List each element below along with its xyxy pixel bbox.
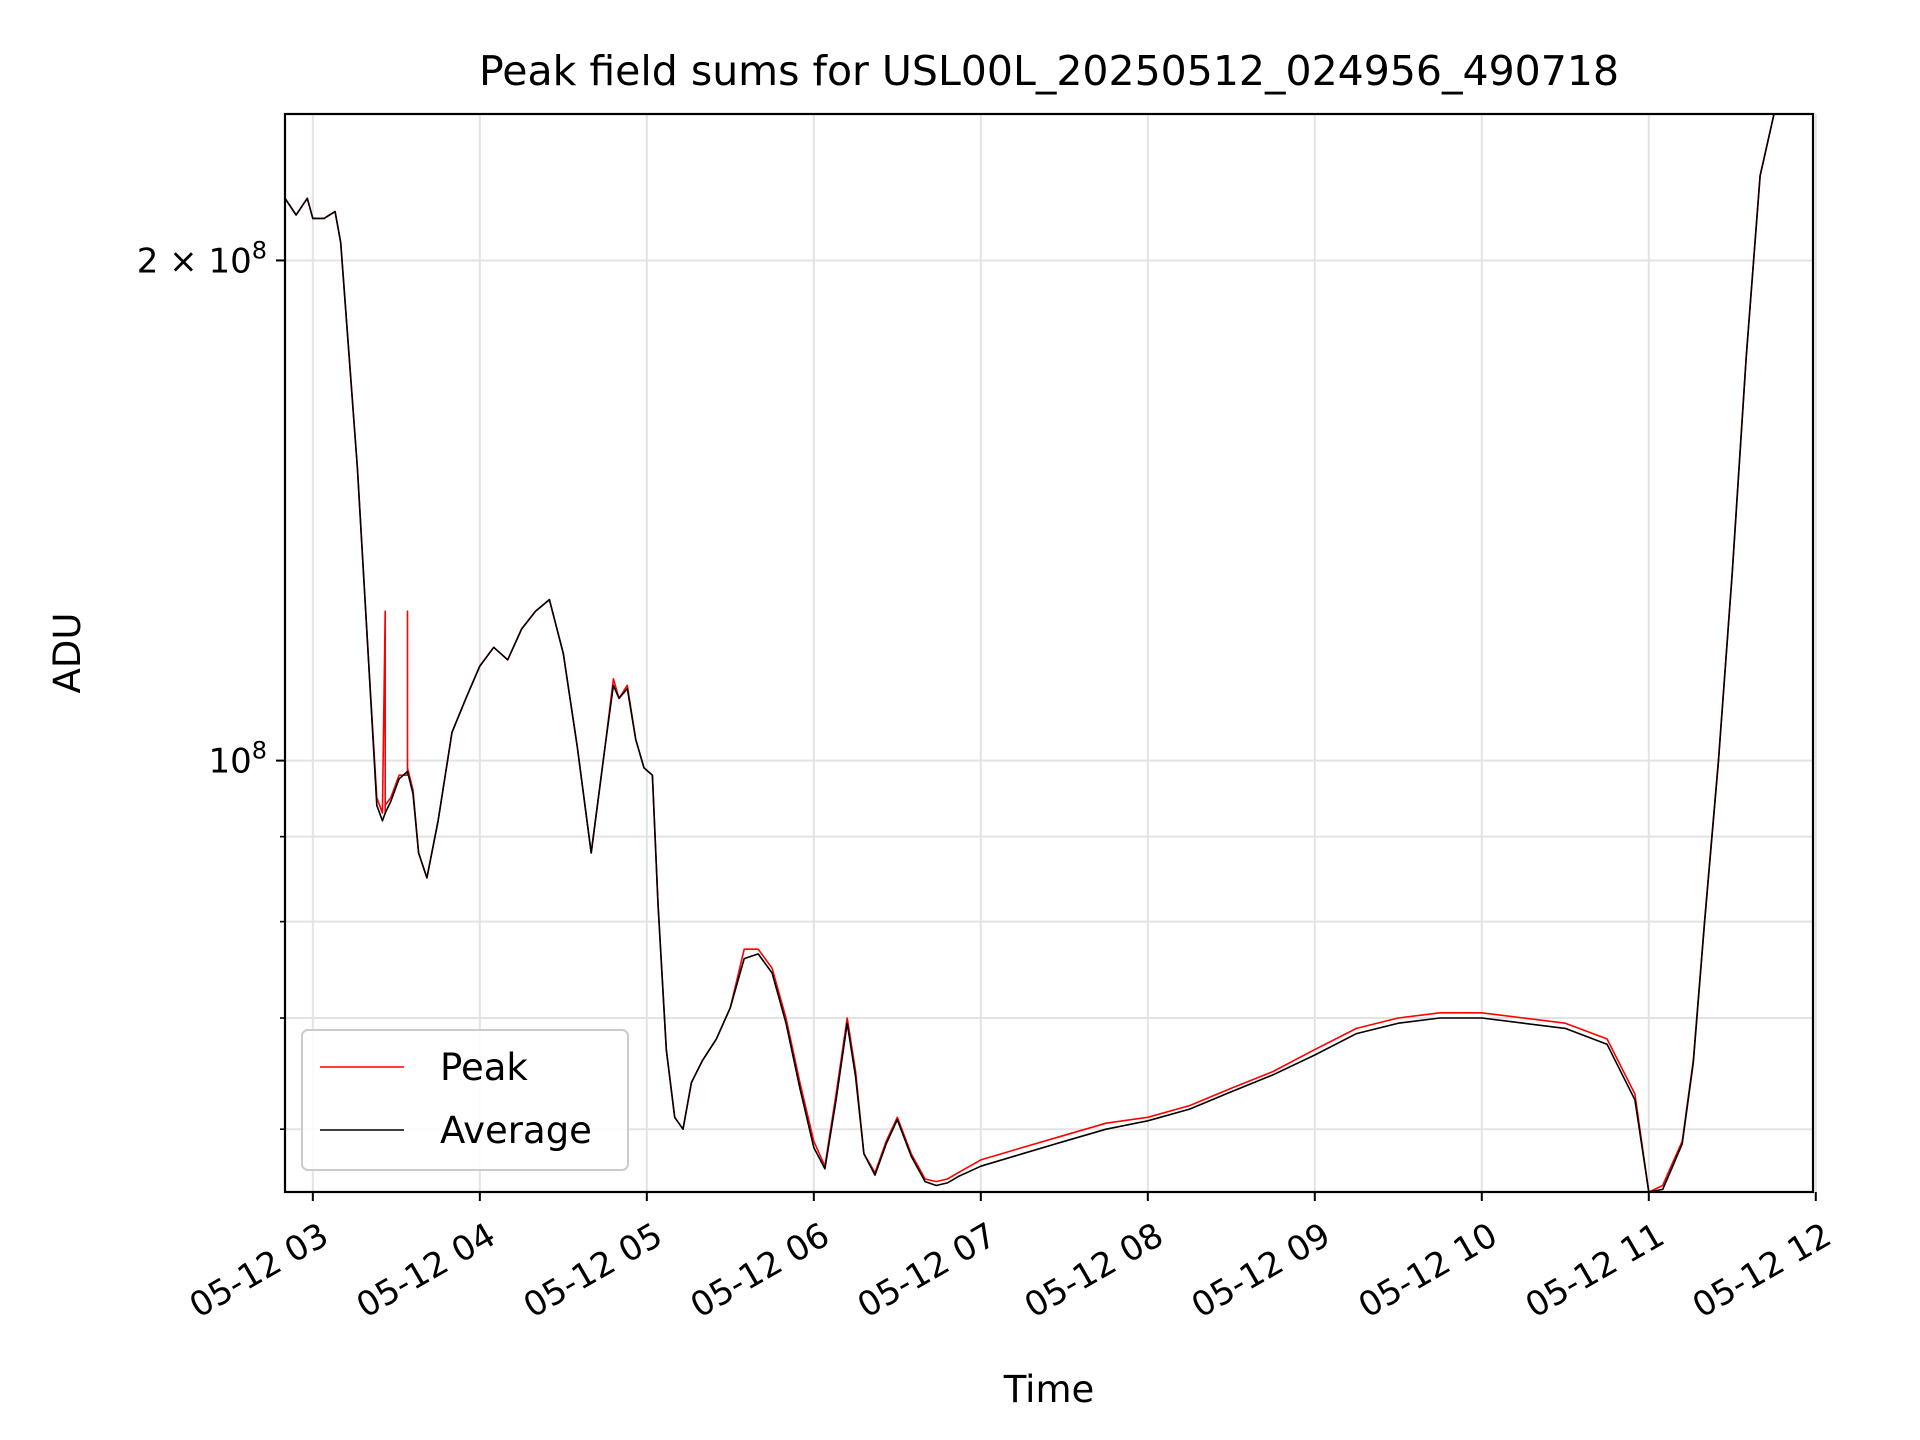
legend-peak-label: Peak [440,1046,528,1089]
legend-average-label: Average [440,1109,592,1152]
series-peak-line [284,113,1800,1193]
legend-box [301,1029,629,1171]
legend: Peak Average [301,1029,629,1171]
y-axis-label: ADU [46,613,89,694]
series-group [284,113,1800,1193]
chart-title: Peak field sums for USL00L_20250512_0249… [479,47,1619,95]
x-axis-label: Time [1003,1368,1095,1411]
series-average-line [284,113,1800,1193]
y-tick-label: 2 × 108 [137,236,267,281]
plot-frame [283,112,1815,1194]
